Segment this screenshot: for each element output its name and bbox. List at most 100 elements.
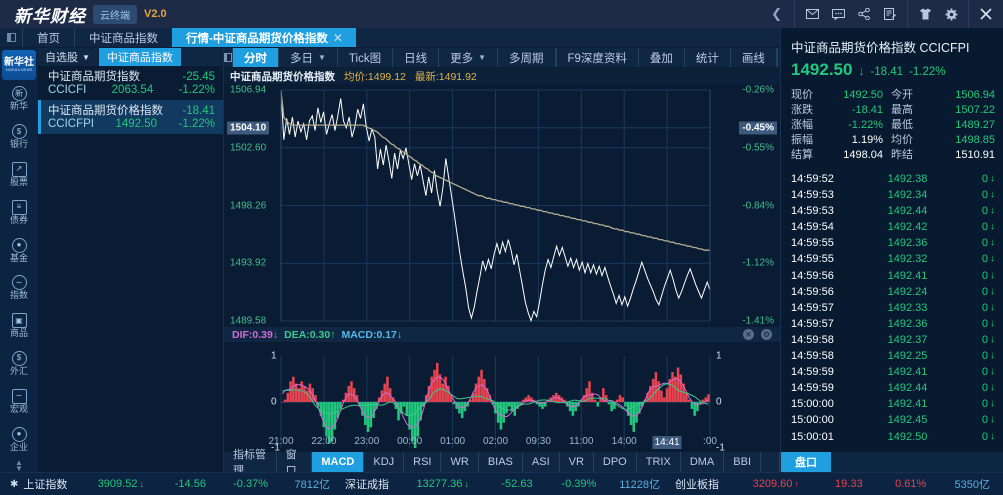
sidebar-item-bond[interactable]: ≡ 债券: [0, 193, 38, 231]
shirt-icon[interactable]: [912, 0, 938, 28]
tab-self-select[interactable]: 自选股 ▼: [38, 48, 95, 66]
chart-btn-multiperiod[interactable]: 多周期: [498, 48, 556, 67]
chart-toolbar-right: F9深度资料 叠加 统计 画线: [557, 48, 797, 67]
status-index-down[interactable]: 深证成指 13277.36 ↓ -52.63 -0.39% 11228亿: [330, 476, 660, 492]
gear-icon[interactable]: ⚙: [761, 329, 772, 340]
sidebar-label: 商品: [9, 328, 28, 339]
sidebar-item-macro[interactable]: ∽ 宏观: [0, 382, 38, 420]
chart-btn-multiday[interactable]: 多日 ▼: [279, 48, 338, 67]
chevron-down-icon[interactable]: ▼: [82, 52, 90, 62]
chart-btn-more-label: 更多: [450, 52, 474, 65]
logo-subtext: XINHUA NEWS: [5, 67, 33, 72]
chart-btn-draw[interactable]: 画线: [731, 48, 777, 67]
chart-btn-f9[interactable]: F9深度资料: [557, 48, 639, 67]
rail-scroll-icon[interactable]: ▲ ▼: [15, 457, 23, 473]
tick-volume: 0: [981, 366, 988, 379]
y-axis-tick-left: 1506.94: [230, 84, 267, 96]
indicator-tab-filler: [761, 452, 780, 472]
chart-btn-intraday[interactable]: 分时: [233, 48, 279, 67]
close-circle-icon[interactable]: ✕: [743, 329, 754, 340]
macd-y-tick: 0: [716, 396, 722, 408]
menu-item-quote-tab[interactable]: 行情-中证商品期货价格指数 ✕: [172, 28, 356, 47]
chart-btn-more[interactable]: 更多 ▼: [439, 48, 498, 67]
quote-field-value2: 1510.91: [955, 149, 995, 161]
status-index-name: 深证成指: [345, 479, 389, 491]
menu-item-home[interactable]: 首页: [22, 28, 74, 47]
tick-price: 1492.24: [887, 285, 928, 298]
chart-btn-tick[interactable]: Tick图: [338, 48, 394, 67]
indicator-tab-rsi[interactable]: RSI: [404, 452, 442, 472]
panel-left-icon[interactable]: [224, 48, 233, 67]
tick-price: 1492.37: [887, 333, 928, 346]
macd-chart[interactable]: 1 1 0 0 -1 -1: [224, 342, 780, 454]
tick-time: 14:59:55: [791, 253, 834, 266]
list-item[interactable]: 中证商品期货指数 -25.45 CCICFI 2063.54 -1.22%: [38, 66, 223, 100]
indicator-tab-asi[interactable]: ASI: [523, 452, 560, 472]
sidebar-label: 银行: [9, 139, 28, 150]
tick-volume: 0: [981, 333, 988, 346]
sidebar-label: 指数: [9, 290, 28, 301]
watch-pct: -1.22%: [178, 118, 215, 130]
tick-list[interactable]: 14:59:52 1492.38 0 ↓ 14:59:53 1492.34 0 ↓ 14:59:…: [781, 167, 1003, 445]
star-icon[interactable]: ✱: [10, 478, 19, 490]
price-chart-svg: [280, 89, 711, 323]
indicator-tab-vr[interactable]: VR: [560, 452, 594, 472]
quote-panel: 中证商品期货价格指数 CCICFPI 1492.50 ↓ -18.41 -1.2…: [780, 28, 1003, 472]
xinhua-logo: 新华社 XINHUA NEWS: [2, 50, 36, 80]
status-arrow-icon: ↓: [464, 479, 469, 489]
tick-time: 15:00:00: [791, 398, 834, 411]
list-item[interactable]: 中证商品期货价格指数 -18.41 CCICFPI 1492.50 -1.22%: [38, 100, 223, 134]
indicator-tab-bbi[interactable]: BBI: [724, 452, 761, 472]
indicator-tab-trix[interactable]: TRIX: [637, 452, 681, 472]
indicator-tab-kdj[interactable]: KDJ: [364, 452, 405, 472]
chart-btn-overlay[interactable]: 叠加: [639, 48, 685, 67]
quote-field-key: 现价: [791, 89, 813, 101]
watch-price: 2063.54: [111, 84, 154, 96]
sidebar-item-xinhua[interactable]: 新 新华: [0, 80, 38, 118]
chat-icon[interactable]: [825, 0, 851, 28]
chevron-left-icon[interactable]: ❮: [771, 6, 782, 21]
close-icon[interactable]: ✕: [332, 30, 343, 45]
tick-volume: 0: [981, 398, 988, 411]
chart-btn-stats[interactable]: 统计: [685, 48, 731, 67]
stock-icon: ↗: [11, 161, 27, 177]
x-axis-tick: 14:00: [611, 436, 637, 447]
menu-item-commodity-index[interactable]: 中证商品指数: [74, 28, 172, 47]
indicator-tab-窗口[interactable]: 窗口: [277, 449, 313, 477]
bond-icon: ≡: [11, 199, 27, 215]
chart-btn-daily[interactable]: 日线: [393, 48, 440, 67]
sidebar-item-fund[interactable]: ● 基金: [0, 231, 38, 269]
note-icon[interactable]: [877, 0, 903, 28]
sidebar-item-commodity[interactable]: ▣ 商品: [0, 307, 38, 345]
tick-row: 14:59:57 1492.33 0 ↓: [791, 300, 995, 316]
sidebar-item-stock[interactable]: ↗ 股票: [0, 155, 38, 193]
price-chart[interactable]: 1506.94 1504.10 1502.60 1498.26 1493.92 1489.…: [224, 84, 780, 327]
tick-price: 1492.33: [887, 301, 928, 314]
tick-row: 15:00:00 1492.41 0 ↓: [791, 396, 995, 412]
panel-toggle-icon[interactable]: [0, 28, 22, 47]
share-icon[interactable]: [851, 0, 877, 28]
sidebar-item-enterprise[interactable]: ● 企业: [0, 420, 38, 458]
indicator-tab-bias[interactable]: BIAS: [479, 452, 523, 472]
close-icon[interactable]: [973, 0, 999, 28]
mail-icon[interactable]: [799, 0, 825, 28]
sidebar-item-forex[interactable]: $ 外汇: [0, 345, 38, 383]
status-index-up[interactable]: 创业板指 3209.60 ↑ 19.33 0.61% 5350亿: [660, 476, 990, 492]
y-axis-tick-left: 1504.10: [227, 121, 270, 135]
sidebar-item-index[interactable]: ∼ 指数: [0, 269, 38, 307]
tab-orderbook[interactable]: 盘口: [781, 452, 831, 472]
indicator-tab-dpo[interactable]: DPO: [594, 452, 637, 472]
sidebar-item-bank[interactable]: $ 银行: [0, 118, 38, 156]
tab-commodity-index[interactable]: 中证商品指数: [98, 48, 181, 66]
tick-row: 15:00:00 1492.45 0 ↓: [791, 412, 995, 428]
watch-change: -25.45: [182, 71, 215, 83]
indicator-tab-macd[interactable]: MACD: [312, 452, 365, 472]
indicator-tab-wr[interactable]: WR: [441, 452, 479, 472]
gear-icon[interactable]: [938, 0, 964, 28]
indicator-tab-dma[interactable]: DMA: [681, 452, 725, 472]
indicator-tab-指标管理[interactable]: 指标管理: [224, 449, 277, 477]
sidebar-label: 基金: [9, 252, 28, 263]
status-index-down[interactable]: ✱ 上证指数 3909.52 ↓ -14.56 -0.37% 7812亿: [0, 476, 330, 492]
bank-icon: $: [11, 124, 27, 140]
